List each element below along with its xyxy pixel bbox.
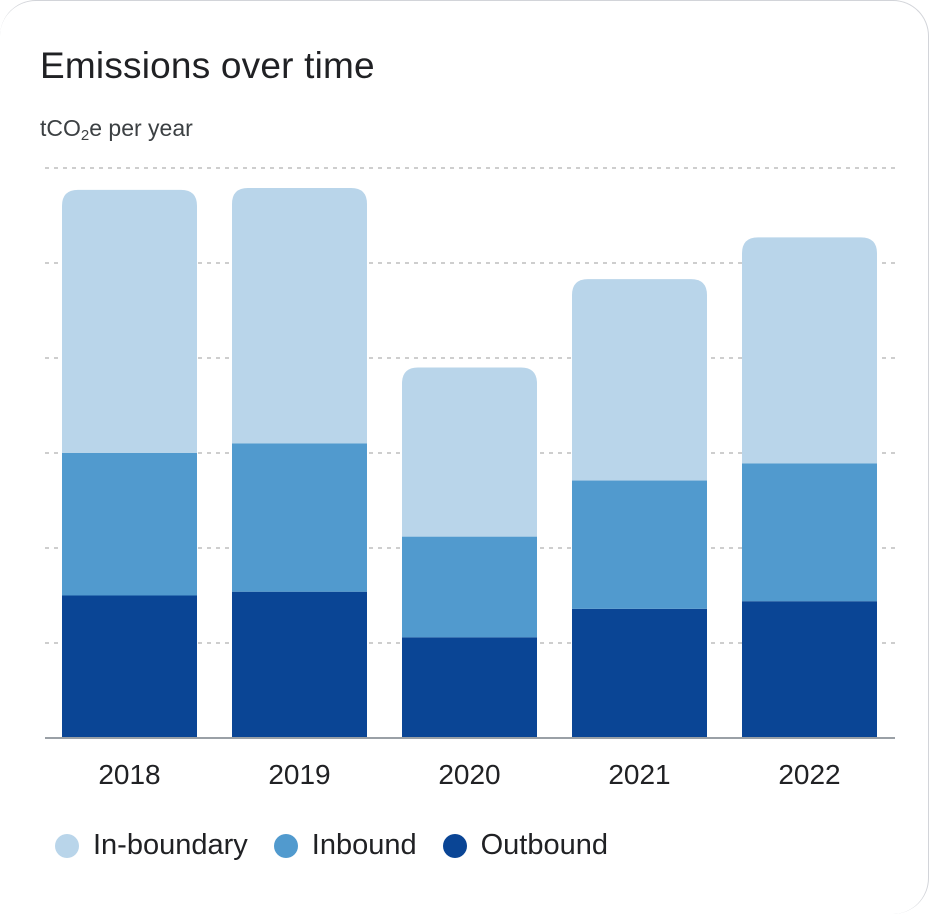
bar-segment-in-boundary-2022 <box>742 237 877 464</box>
legend-label: In-boundary <box>93 829 248 861</box>
legend-label: Inbound <box>311 829 417 861</box>
chart-title: Emissions over time <box>40 45 375 86</box>
legend-item-inbound: Inbound <box>273 829 417 862</box>
bar-segment-in-boundary-2020 <box>402 367 537 537</box>
subtitle-unit-prefix: tCO <box>40 115 81 141</box>
bar-segment-outbound-2021 <box>572 608 707 738</box>
bar-segment-in-boundary-2018 <box>62 189 197 453</box>
bar-segment-in-boundary-2021 <box>572 279 707 481</box>
bar-segment-inbound-2022 <box>742 463 877 602</box>
legend-item-in-boundary: In-boundary <box>55 829 248 862</box>
legend-swatch <box>273 833 298 858</box>
subtitle-unit-suffix: e per year <box>89 115 193 141</box>
chart-legend: In-boundary Inbound Outbound <box>55 829 634 862</box>
x-tick-label: 2021 <box>608 759 670 790</box>
legend-label: Outbound <box>480 829 608 861</box>
x-tick-label: 2018 <box>98 759 160 790</box>
bar-segment-inbound-2021 <box>572 480 707 609</box>
x-tick-label: 2020 <box>438 759 500 790</box>
bar-segment-outbound-2019 <box>232 591 367 738</box>
bar-segment-inbound-2019 <box>232 443 367 592</box>
bar-segment-in-boundary-2019 <box>232 187 367 444</box>
x-tick-label: 2019 <box>268 759 330 790</box>
bar-segment-inbound-2018 <box>62 453 197 596</box>
bar-segment-outbound-2022 <box>742 601 877 738</box>
stacked-bar-chart: 2018 2019 2020 2021 2022 <box>45 167 895 790</box>
legend-swatch <box>442 833 467 858</box>
legend-item-outbound: Outbound <box>442 829 608 862</box>
bar-segment-outbound-2018 <box>62 595 197 738</box>
bar-segment-outbound-2020 <box>402 637 537 738</box>
x-tick-label: 2022 <box>778 759 840 790</box>
chart-subtitle: tCO2e per year <box>40 115 193 144</box>
legend-swatch <box>55 833 79 858</box>
subtitle-unit-subscript: 2 <box>80 127 90 144</box>
bar-segment-inbound-2020 <box>402 536 537 638</box>
